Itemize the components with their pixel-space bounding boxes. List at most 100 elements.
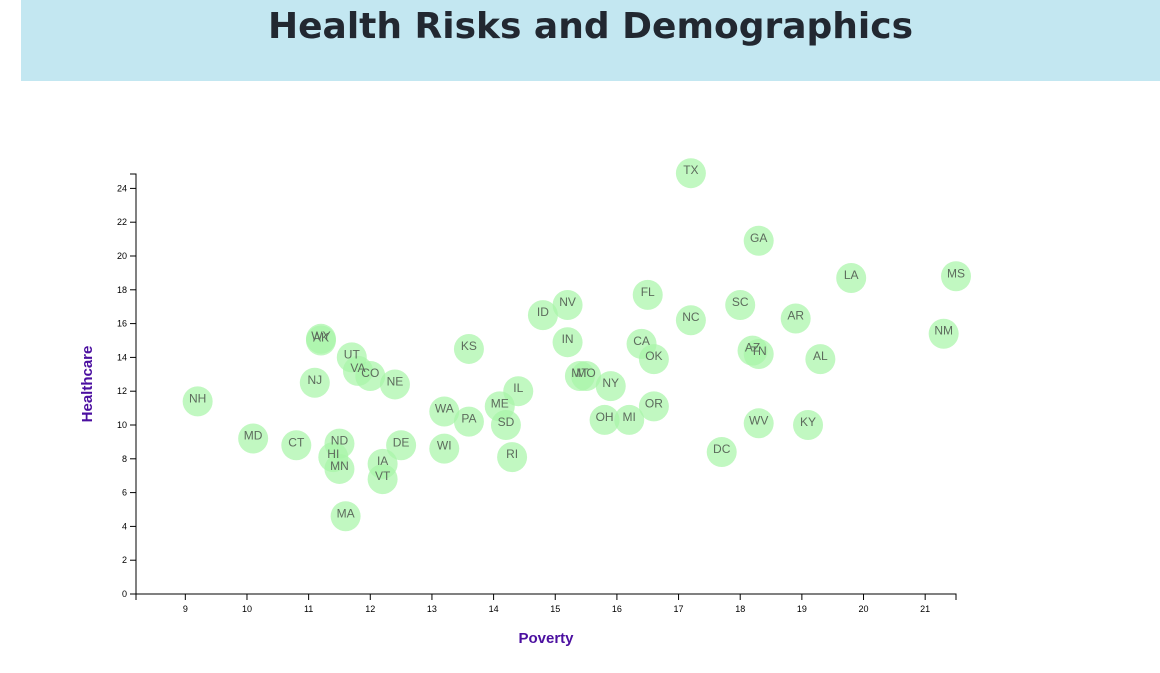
point-label-nd: ND	[331, 434, 349, 448]
x-tick-label-11: 11	[304, 604, 313, 614]
point-marker-md[interactable]	[238, 423, 269, 454]
y-tick-label-2: 2	[122, 555, 127, 565]
y-axis-line	[130, 173, 137, 595]
x-tick-label-17: 17	[674, 604, 684, 614]
point-marker-vt[interactable]	[367, 464, 398, 495]
point-marker-or[interactable]	[638, 391, 669, 422]
y-tick-label-6: 6	[122, 488, 127, 498]
x-axis-title: Poverty	[518, 630, 574, 647]
point-marker-al[interactable]	[805, 344, 836, 375]
point-label-me: ME	[491, 396, 509, 410]
point-marker-ar[interactable]	[780, 303, 811, 334]
y-tick-label-24: 24	[117, 183, 127, 193]
point-marker-fl[interactable]	[632, 279, 663, 310]
point-marker-nc[interactable]	[675, 305, 706, 336]
point-label-vt: VT	[375, 469, 391, 483]
point-label-md: MD	[244, 429, 263, 443]
point-label-ny: NY	[602, 376, 619, 390]
point-marker-pa[interactable]	[453, 406, 484, 437]
point-label-al: AL	[813, 349, 828, 363]
point-marker-wv[interactable]	[743, 408, 774, 439]
x-tick-label-10: 10	[242, 604, 252, 614]
point-label-nc: NC	[682, 310, 700, 324]
point-marker-dc[interactable]	[706, 437, 737, 468]
y-tick-label-16: 16	[117, 319, 127, 329]
x-tick-label-15: 15	[550, 604, 560, 614]
point-marker-ok[interactable]	[638, 344, 669, 375]
point-marker-ks[interactable]	[453, 333, 484, 364]
point-marker-wa[interactable]	[429, 396, 460, 427]
point-label-nh: NH	[189, 391, 206, 405]
x-tick-label-21: 21	[920, 604, 930, 614]
point-marker-id[interactable]	[527, 300, 558, 331]
point-label-va: VA	[350, 361, 365, 375]
point-marker-sd[interactable]	[490, 410, 521, 440]
y-axis-title: Healthcare	[79, 346, 96, 423]
point-marker-mi[interactable]	[614, 404, 645, 435]
point-marker-in[interactable]	[552, 327, 583, 358]
y-tick-label-8: 8	[122, 454, 127, 464]
point-marker-ny[interactable]	[595, 371, 626, 402]
point-marker-sc[interactable]	[725, 290, 756, 321]
point-marker-la[interactable]	[836, 262, 867, 293]
x-tick-label-12: 12	[365, 604, 375, 614]
point-marker-nj[interactable]	[299, 367, 330, 398]
point-label-sd: SD	[498, 415, 515, 429]
point-marker-ak[interactable]	[305, 325, 336, 356]
y-tick-label-4: 4	[122, 521, 127, 531]
y-tick-label-22: 22	[117, 217, 127, 227]
point-label-fl: FL	[641, 285, 655, 299]
point-marker-nv[interactable]	[552, 290, 583, 321]
point-label-ma: MA	[337, 506, 355, 520]
x-axis-line	[135, 593, 957, 600]
x-tick-label-19: 19	[797, 604, 807, 614]
point-label-dc: DC	[713, 442, 731, 456]
point-marker-ri[interactable]	[497, 442, 528, 473]
header-banner: Health Risks and Demographics	[21, 0, 1160, 81]
point-label-sc: SC	[732, 295, 749, 309]
point-marker-ct[interactable]	[281, 430, 312, 461]
point-label-in: IN	[562, 332, 574, 346]
point-label-ky: KY	[800, 415, 816, 429]
point-marker-tx[interactable]	[675, 158, 706, 189]
point-marker-ms[interactable]	[941, 261, 971, 292]
point-marker-nm[interactable]	[928, 318, 959, 349]
point-label-id: ID	[537, 305, 549, 319]
y-tick-label-0: 0	[122, 589, 127, 599]
x-tick-label-16: 16	[612, 604, 622, 614]
y-tick-label-20: 20	[117, 251, 127, 261]
point-label-nj: NJ	[307, 373, 322, 387]
point-label-wv: WV	[749, 413, 768, 427]
point-marker-wi[interactable]	[429, 433, 460, 464]
point-label-ok: OK	[645, 349, 662, 363]
point-label-mo: MO	[576, 366, 595, 380]
point-marker-oh[interactable]	[589, 404, 620, 435]
point-label-co: CO	[361, 366, 379, 380]
point-label-mn: MN	[330, 459, 349, 473]
x-tick-label-20: 20	[859, 604, 869, 614]
point-marker-co[interactable]	[355, 360, 386, 391]
point-label-or: OR	[645, 396, 663, 410]
point-marker-de[interactable]	[386, 430, 417, 461]
x-tick-label-14: 14	[489, 604, 499, 614]
point-marker-mo[interactable]	[571, 360, 602, 391]
point-marker-ga[interactable]	[743, 225, 774, 256]
point-label-ut: UT	[344, 347, 361, 361]
point-label-nv: NV	[559, 295, 576, 309]
point-label-ne: NE	[387, 374, 404, 388]
point-label-mt: MT	[571, 366, 589, 380]
point-marker-ky[interactable]	[793, 410, 824, 440]
x-tick-label-13: 13	[427, 604, 437, 614]
x-tick-label-9: 9	[183, 604, 188, 614]
point-marker-nh[interactable]	[182, 386, 213, 417]
point-label-tn: TN	[751, 344, 767, 358]
point-label-pa: PA	[461, 412, 476, 426]
point-label-az: AZ	[745, 341, 760, 355]
point-label-ct: CT	[288, 435, 305, 449]
point-marker-ne[interactable]	[379, 369, 410, 400]
point-marker-tn[interactable]	[743, 339, 774, 370]
point-marker-ma[interactable]	[330, 501, 361, 532]
point-label-wy: WY	[311, 329, 330, 343]
point-marker-mn[interactable]	[324, 453, 355, 484]
